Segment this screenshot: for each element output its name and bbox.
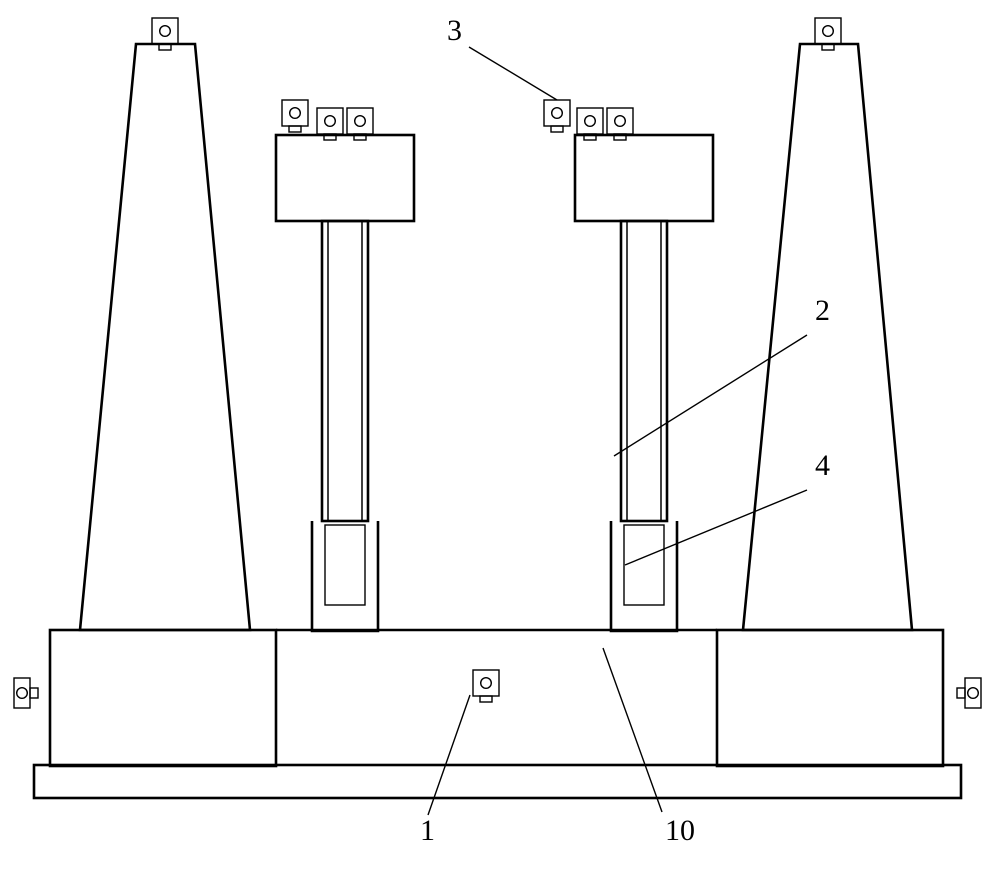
stem-inner-right [627, 221, 661, 521]
bolt-top [317, 108, 343, 134]
stem-inner-left [328, 221, 362, 521]
bolt-top-hole [585, 116, 596, 127]
bolt-side-neck [30, 688, 38, 698]
bolt-top [607, 108, 633, 134]
bolt-top-hole [615, 116, 626, 127]
label-10: 10 [665, 814, 695, 847]
base-left-box [50, 630, 276, 766]
bolt-top-hole [823, 26, 834, 37]
base-plate-outer [34, 765, 961, 798]
bolt-top-neck [551, 126, 563, 132]
stem-right [621, 221, 667, 521]
base-right-box [717, 630, 943, 766]
label-1: 1 [420, 814, 435, 847]
bolt-top-neck [480, 696, 492, 702]
head-left [276, 135, 414, 221]
bolt-top [544, 100, 570, 126]
tower-left [80, 44, 250, 630]
bolt-top [815, 18, 841, 44]
bolt-top-hole [355, 116, 366, 127]
bolt-top-hole [160, 26, 171, 37]
bolt-top [152, 18, 178, 44]
leader-3 [469, 47, 557, 100]
plunger-left [325, 525, 365, 605]
bolt-top [282, 100, 308, 126]
stem-left [322, 221, 368, 521]
plunger-right [624, 525, 664, 605]
head-right [575, 135, 713, 221]
bolt-side-hole [17, 688, 28, 699]
bolt-top-hole [290, 108, 301, 119]
bolt-top-neck [289, 126, 301, 132]
bolt-top-hole [325, 116, 336, 127]
tower-right [743, 44, 912, 630]
bolt-side-hole [968, 688, 979, 699]
socket-right [611, 521, 677, 631]
leader-2 [614, 335, 807, 456]
leader-4 [625, 490, 807, 565]
label-3: 3 [447, 14, 462, 47]
bolt-top-hole [481, 678, 492, 689]
label-4: 4 [815, 449, 830, 482]
bolt-top [473, 670, 499, 696]
bolt-top [577, 108, 603, 134]
bolt-top [347, 108, 373, 134]
bolt-side-neck [957, 688, 965, 698]
leader-10 [603, 648, 662, 812]
bolt-top-hole [552, 108, 563, 119]
label-2: 2 [815, 294, 830, 327]
socket-left [312, 521, 378, 631]
